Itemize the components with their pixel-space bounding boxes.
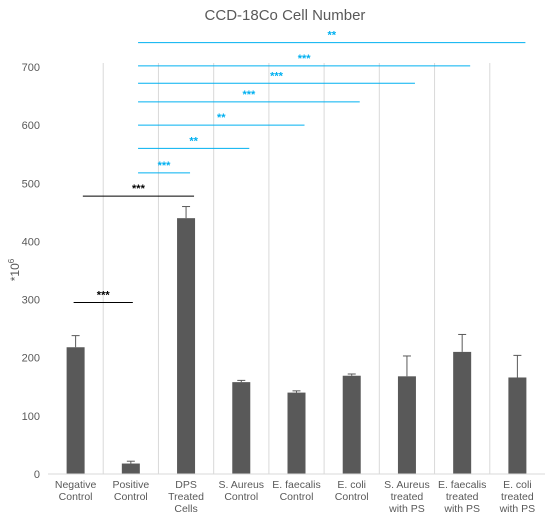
bar [287, 392, 306, 474]
category-label-line: Control [335, 491, 369, 503]
y-tick-labels: 0 100 200 300 400 500 600 700 [22, 62, 40, 481]
category-label: Negative Control [55, 479, 97, 503]
bar [508, 377, 527, 474]
category-label-line: with PS [499, 503, 536, 515]
y-tick-label: 400 [22, 236, 40, 248]
category-label: Positive Control [112, 479, 149, 503]
y-tick-label: 600 [22, 120, 40, 132]
bar [177, 218, 196, 474]
category-label-line: Control [280, 491, 314, 503]
category-label-line: E. faecalis [272, 479, 320, 491]
y-tick-label: 0 [34, 469, 40, 481]
chart-title: CCD-18Co Cell Number [205, 7, 366, 24]
category-label: DPS Treated Cells [168, 479, 204, 515]
significance-label: ** [327, 30, 336, 42]
y-axis-label: *106 [7, 258, 22, 281]
y-axis-label-base: *10 [8, 263, 22, 281]
bar [342, 375, 361, 474]
y-axis-label-exponent: 6 [7, 258, 16, 263]
significance-label: ** [189, 135, 198, 147]
significance-label: *** [298, 53, 312, 65]
bar [66, 347, 85, 474]
category-label-line: Negative [55, 479, 97, 491]
category-label-line: Cells [174, 503, 197, 515]
bar [453, 351, 472, 474]
bar [232, 382, 251, 474]
category-label-line: treated [391, 491, 424, 503]
category-label-line: Control [114, 491, 148, 503]
bar [397, 376, 416, 474]
category-label-line: E. coli [503, 479, 532, 491]
category-label: E. faecalis treated with PS [438, 479, 486, 515]
error-bars [71, 206, 522, 464]
significance-label: ** [217, 112, 226, 124]
category-label-line: treated [446, 491, 479, 503]
grid-lines [102, 63, 491, 474]
bars [66, 218, 527, 474]
category-label-line: E. faecalis [438, 479, 486, 491]
category-label: S. Aureus Control [219, 479, 265, 503]
bar [121, 463, 140, 474]
category-label-line: S. Aureus [384, 479, 430, 491]
significance-label: *** [97, 289, 111, 301]
category-label-line: Control [59, 491, 93, 503]
y-tick-label: 700 [22, 62, 40, 74]
category-label: E. coli Control [335, 479, 369, 503]
category-label: E. coli treated with PS [499, 479, 536, 515]
category-label-line: with PS [443, 503, 480, 515]
category-label: S. Aureus treated with PS [384, 479, 430, 515]
y-tick-label: 300 [22, 295, 40, 307]
y-tick-label: 100 [22, 411, 40, 423]
significance-label: *** [158, 160, 172, 172]
significance-label: *** [242, 89, 256, 101]
category-label-line: S. Aureus [219, 479, 265, 491]
significance-brackets: ************************ [73, 30, 526, 303]
category-label-line: Positive [112, 479, 149, 491]
category-label-line: Control [224, 491, 258, 503]
category-label-line: treated [501, 491, 534, 503]
y-tick-label: 500 [22, 178, 40, 190]
category-label-line: E. coli [337, 479, 366, 491]
category-label: E. faecalis Control [272, 479, 320, 503]
significance-label: *** [270, 70, 284, 82]
category-label-line: DPS [175, 479, 197, 491]
category-label-line: Treated [168, 491, 204, 503]
category-label-line: with PS [388, 503, 425, 515]
significance-label: *** [132, 183, 146, 195]
y-tick-label: 200 [22, 353, 40, 365]
